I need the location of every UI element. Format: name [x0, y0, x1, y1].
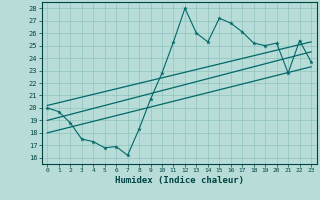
X-axis label: Humidex (Indice chaleur): Humidex (Indice chaleur) — [115, 176, 244, 185]
